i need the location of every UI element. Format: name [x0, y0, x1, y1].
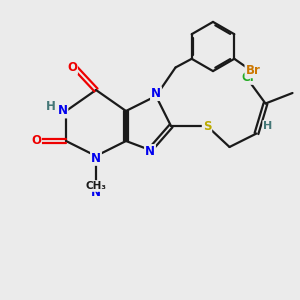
Text: S: S: [203, 119, 211, 133]
Text: Cl: Cl: [241, 71, 254, 84]
Text: N: N: [151, 87, 161, 100]
Text: H: H: [46, 100, 55, 113]
Text: O: O: [67, 61, 77, 74]
Text: O: O: [31, 134, 41, 148]
Text: N: N: [57, 104, 68, 118]
Text: N: N: [91, 152, 101, 165]
Text: H: H: [263, 121, 272, 131]
Text: N: N: [145, 145, 155, 158]
Text: N: N: [91, 185, 101, 199]
Text: Br: Br: [245, 64, 260, 77]
Text: CH₃: CH₃: [85, 181, 106, 191]
